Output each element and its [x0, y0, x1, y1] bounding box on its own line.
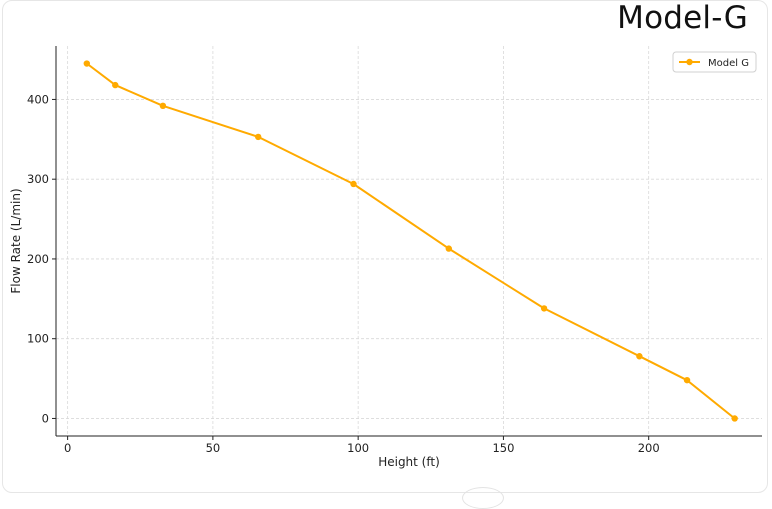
data-point [731, 415, 738, 422]
legend-marker [686, 58, 693, 66]
data-point [350, 180, 357, 188]
flow-rate-chart: 0 50 100 150 200 0 100 200 300 400 Height (ft) Fl… [9, 46, 762, 469]
x-tick-label: 150 [492, 441, 514, 455]
axes [52, 46, 762, 440]
chart-frame [2, 0, 768, 493]
y-tick-label: 300 [27, 172, 49, 186]
data-point [683, 376, 691, 384]
series-layer [83, 60, 738, 422]
grid-lines [56, 46, 762, 436]
y-axis-label: Flow Rate (L/min) [9, 188, 23, 293]
x-tick-label: 0 [64, 441, 71, 455]
tick-labels: 0 50 100 150 200 0 100 200 300 400 [27, 92, 660, 455]
data-point [159, 102, 167, 110]
legend-label: Model G [708, 58, 749, 69]
data-point [445, 245, 453, 252]
x-axis-label: Height (ft) [378, 455, 440, 469]
x-tick-label: 50 [206, 441, 221, 455]
y-tick-label: 400 [27, 92, 49, 106]
data-point [636, 353, 643, 360]
data-point [540, 305, 548, 312]
data-point [83, 60, 90, 67]
y-tick-label: 100 [27, 332, 49, 346]
y-tick-label: 0 [42, 411, 49, 425]
data-point [255, 133, 262, 141]
data-point [112, 81, 119, 89]
x-tick-label: 200 [638, 441, 660, 455]
y-tick-label: 200 [27, 252, 49, 266]
x-tick-label: 100 [347, 441, 369, 455]
legend-box [672, 51, 757, 73]
series-line [86, 62, 736, 420]
scroll-handle [462, 487, 504, 509]
brand-title: Model-G [617, 0, 748, 36]
legend: Model G [672, 51, 757, 73]
